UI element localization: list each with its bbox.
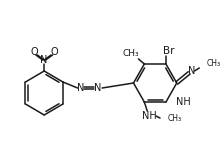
Text: N: N <box>77 83 84 93</box>
Text: O: O <box>50 47 58 57</box>
Text: CH₃: CH₃ <box>122 49 139 58</box>
Text: N: N <box>41 55 48 65</box>
Text: NH: NH <box>176 97 190 107</box>
Text: N: N <box>95 83 102 93</box>
Text: NH: NH <box>142 111 157 121</box>
Text: CH₃: CH₃ <box>206 58 220 67</box>
Text: CH₃: CH₃ <box>168 114 182 123</box>
Text: Br: Br <box>163 46 175 56</box>
Text: O: O <box>31 47 38 57</box>
Text: N: N <box>188 66 195 76</box>
